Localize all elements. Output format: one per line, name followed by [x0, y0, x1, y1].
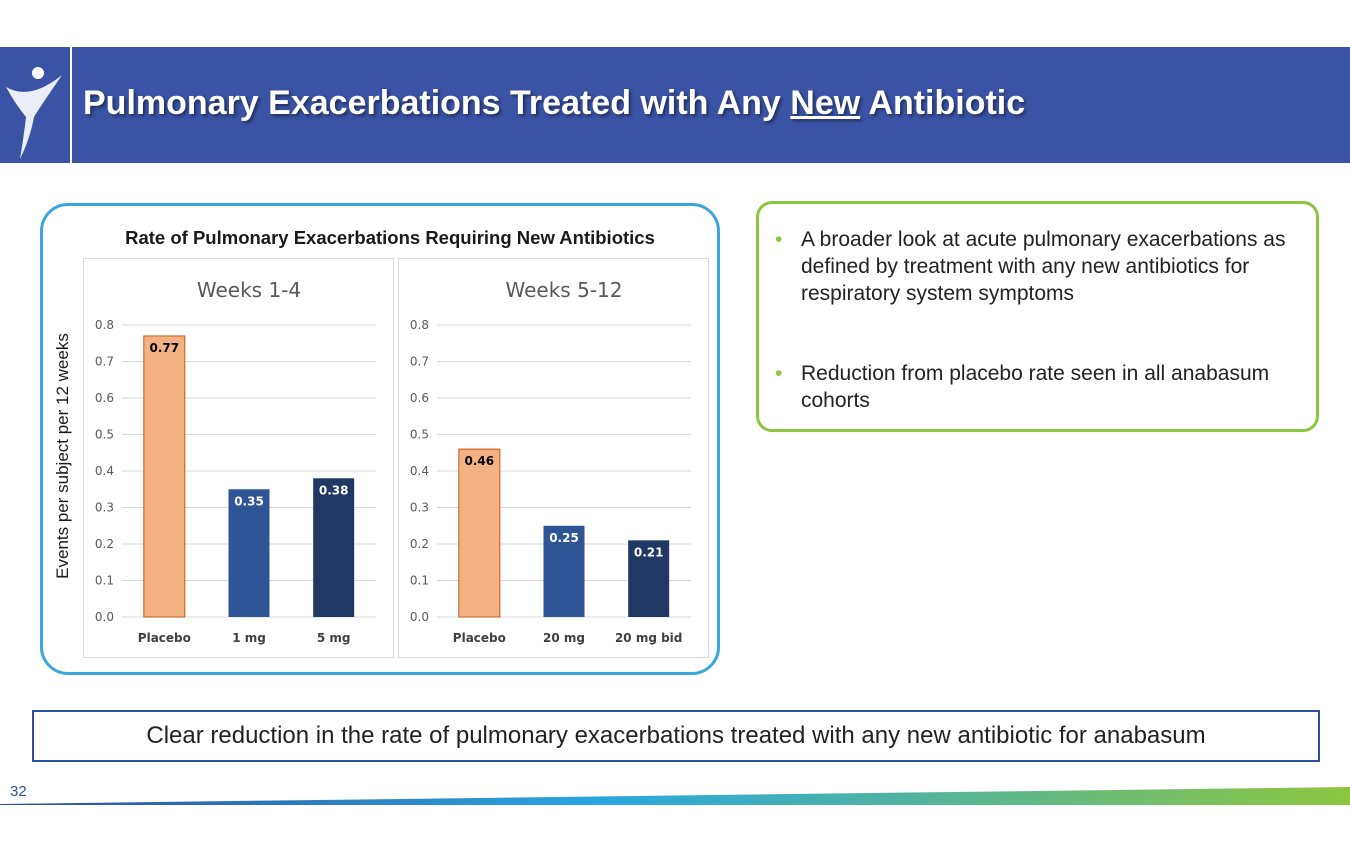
- chart-panel-weeks-1-4: Weeks 1-4 0.0 0.1 0.2 0.3 0.4 0.5 0.6 0.7 0.8 0.77…: [83, 258, 394, 658]
- bar: [143, 335, 186, 618]
- y-tick-label: 0.3: [410, 501, 429, 515]
- x-tick-label: 1 mg: [232, 631, 266, 645]
- y-tick-label: 0.5: [410, 428, 429, 442]
- y-tick-label: 0.2: [95, 537, 114, 551]
- bar: [313, 478, 355, 617]
- y-tick-label: 0.7: [410, 355, 429, 369]
- bar: [228, 489, 270, 617]
- slide-title: Pulmonary Exacerbations Treated with Any…: [83, 84, 1026, 122]
- header-band: [0, 47, 1350, 163]
- chart-title: Weeks 1-4: [197, 278, 301, 302]
- conclusion-box: Clear reduction in the rate of pulmonary…: [32, 710, 1320, 762]
- title-emphasis: New: [790, 84, 861, 122]
- bar: [543, 525, 585, 617]
- chart-heading: Rate of Pulmonary Exacerbations Requirin…: [125, 228, 655, 248]
- bar: [628, 540, 670, 617]
- page-number: 32: [10, 783, 27, 800]
- y-tick-label: 0.7: [95, 355, 114, 369]
- chart-panel-weeks-5-12: Weeks 5-12 0.0 0.1 0.2 0.3 0.4 0.5 0.6 0.7 0.8 0.4…: [398, 258, 709, 658]
- data-label: 0.38: [319, 483, 349, 497]
- y-tick-label: 0.4: [95, 464, 114, 478]
- data-label: 0.46: [465, 454, 495, 468]
- chart-weeks-5-12: Weeks 5-12 0.0 0.1 0.2 0.3 0.4 0.5 0.6 0.7 0.8 0.4…: [410, 278, 691, 645]
- y-tick-label: 0.1: [95, 574, 114, 588]
- y-tick-label: 0.1: [410, 574, 429, 588]
- company-logo: [0, 47, 72, 163]
- x-tick-label: 20 mg bid: [615, 631, 682, 645]
- chart-title: Weeks 5-12: [506, 278, 623, 302]
- bullet-item: • Reduction from placebo rate seen in all…: [775, 362, 1270, 412]
- bullet-item: • A broader look at acute pulmonary exace…: [775, 228, 1286, 305]
- key-points-box: • A broader look at acute pulmonary exace…: [756, 201, 1319, 432]
- bullet-dot-icon: •: [775, 362, 783, 385]
- x-tick-label: 5 mg: [317, 631, 351, 645]
- y-tick-label: 0.6: [95, 391, 114, 405]
- data-label: 0.35: [234, 494, 264, 508]
- y-tick-label: 0.6: [410, 391, 429, 405]
- x-tick-label: 20 mg: [543, 631, 585, 645]
- data-label: 0.25: [549, 531, 579, 545]
- y-tick-label: 0.2: [410, 537, 429, 551]
- data-label: 0.21: [634, 545, 664, 559]
- y-tick-label: 0.5: [95, 428, 114, 442]
- bullet-dot-icon: •: [775, 228, 783, 251]
- y-tick-label: 0.8: [95, 318, 114, 332]
- data-label: 0.77: [150, 341, 180, 355]
- y-axis-label: Events per subject per 12 weeks: [53, 333, 72, 579]
- y-tick-label: 0.4: [410, 464, 429, 478]
- y-tick-label: 0.8: [410, 318, 429, 332]
- bar: [458, 448, 501, 618]
- x-tick-label: Placebo: [453, 631, 506, 645]
- x-tick-label: Placebo: [138, 631, 191, 645]
- chart-weeks-1-4: Weeks 1-4 0.0 0.1 0.2 0.3 0.4 0.5 0.6 0.7 0.8 0.77…: [95, 278, 376, 645]
- y-tick-label: 0.3: [95, 501, 114, 515]
- footer-gradient-bar: [0, 787, 1350, 805]
- y-tick-label: 0.0: [95, 610, 114, 624]
- y-tick-label: 0.0: [410, 610, 429, 624]
